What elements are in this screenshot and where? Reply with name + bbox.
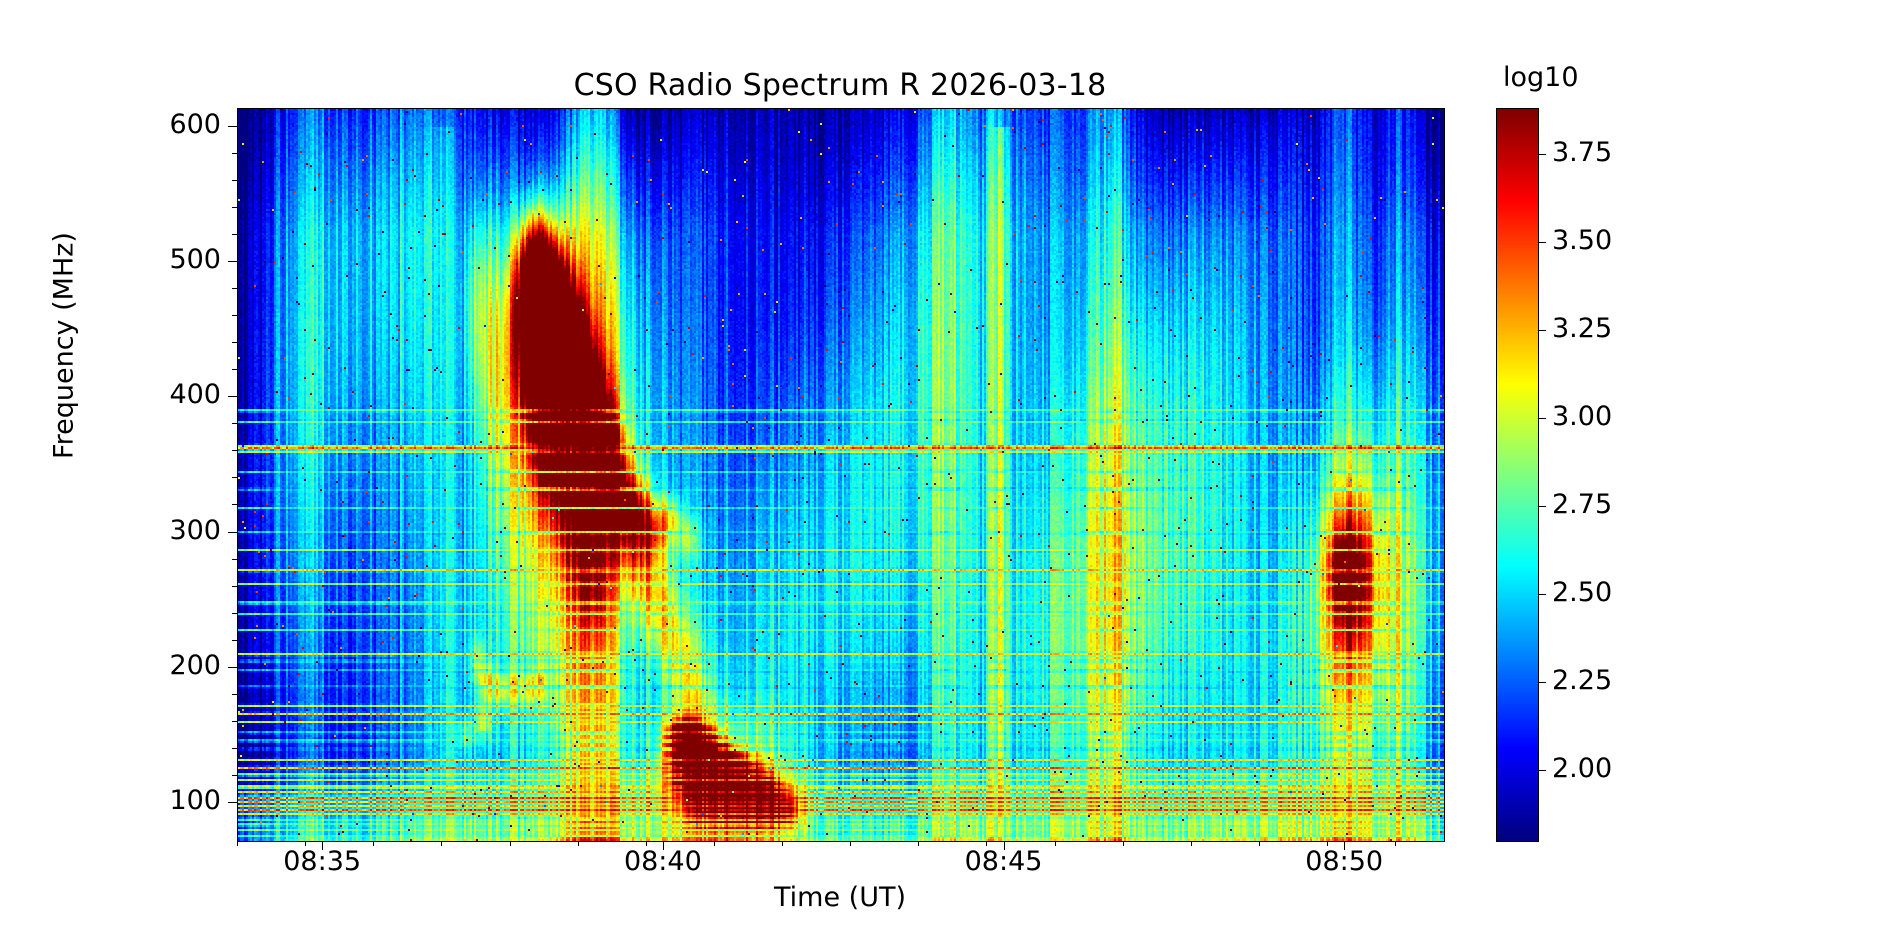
x-tick-mark-minor bbox=[1395, 841, 1397, 846]
y-tick-mark-minor bbox=[232, 179, 237, 181]
x-tick-mark-minor bbox=[1190, 841, 1192, 846]
y-tick-mark bbox=[228, 666, 237, 668]
x-tick-mark-minor bbox=[782, 841, 784, 846]
x-tick-mark bbox=[322, 841, 324, 850]
colorbar-gradient bbox=[1497, 109, 1538, 841]
colorbar-tick-mark bbox=[1538, 329, 1546, 331]
colorbar-tick-mark bbox=[1538, 681, 1546, 683]
x-tick-label: 08:50 bbox=[1305, 846, 1384, 877]
x-tick-label: 08:35 bbox=[283, 846, 362, 877]
page-title: CSO Radio Spectrum R 2026-03-18 bbox=[573, 68, 1107, 103]
y-tick-mark-minor bbox=[232, 233, 237, 235]
x-tick-mark-minor bbox=[509, 841, 511, 846]
colorbar-tick-label: 3.50 bbox=[1552, 224, 1613, 256]
y-tick-mark-minor bbox=[232, 287, 237, 289]
x-tick-mark bbox=[1344, 841, 1346, 850]
y-tick-mark-minor bbox=[232, 450, 237, 452]
x-tick-mark-minor bbox=[850, 841, 852, 846]
y-tick-mark-minor bbox=[232, 558, 237, 560]
y-tick-mark bbox=[228, 260, 237, 262]
colorbar-tick-label: 2.00 bbox=[1552, 752, 1613, 784]
y-tick-mark bbox=[228, 396, 237, 398]
x-tick-mark-minor bbox=[918, 841, 920, 846]
y-tick-mark-minor bbox=[232, 477, 237, 479]
x-tick-mark bbox=[662, 841, 664, 850]
x-tick-mark-minor bbox=[441, 841, 443, 846]
colorbar-tick-mark bbox=[1538, 593, 1546, 595]
y-tick-mark-minor bbox=[232, 206, 237, 208]
y-tick-mark-minor bbox=[232, 152, 237, 154]
colorbar-title: log10 bbox=[1503, 62, 1579, 93]
y-tick-label: 300 bbox=[169, 514, 221, 546]
y-tick-mark-minor bbox=[232, 369, 237, 371]
y-tick-label: 600 bbox=[169, 108, 221, 140]
x-tick-mark-minor bbox=[986, 841, 988, 846]
x-tick-mark-minor bbox=[237, 841, 238, 846]
x-tick-mark-minor bbox=[1259, 841, 1261, 846]
y-tick-mark-minor bbox=[232, 775, 237, 777]
x-tick-mark-minor bbox=[1327, 841, 1329, 846]
spectrogram-image bbox=[238, 109, 1444, 841]
y-tick-mark-minor bbox=[232, 720, 237, 722]
colorbar-tick-mark bbox=[1538, 505, 1546, 507]
y-tick-mark-minor bbox=[232, 612, 237, 614]
colorbar-tick-label: 2.50 bbox=[1552, 576, 1613, 608]
y-tick-label: 200 bbox=[169, 649, 221, 681]
colorbar-tick-label: 3.00 bbox=[1552, 400, 1613, 432]
x-tick-mark-minor bbox=[1122, 841, 1124, 846]
y-tick-mark-minor bbox=[232, 315, 237, 317]
colorbar-tick-mark bbox=[1538, 153, 1546, 155]
colorbar-tick-mark bbox=[1538, 241, 1546, 243]
y-tick-mark-minor bbox=[232, 423, 237, 425]
spectrogram-axes bbox=[237, 108, 1445, 842]
y-tick-label: 400 bbox=[169, 379, 221, 411]
colorbar-tick-label: 3.75 bbox=[1552, 136, 1613, 168]
colorbar-tick-mark bbox=[1538, 417, 1546, 419]
x-tick-mark-minor bbox=[1054, 841, 1056, 846]
y-tick-mark-minor bbox=[232, 342, 237, 344]
x-tick-mark-minor bbox=[645, 841, 647, 846]
x-tick-mark bbox=[1003, 841, 1005, 850]
colorbar bbox=[1496, 108, 1539, 842]
x-axis-label: Time (UT) bbox=[774, 882, 906, 913]
y-tick-mark-minor bbox=[232, 639, 237, 641]
colorbar-tick-label: 2.25 bbox=[1552, 664, 1613, 696]
colorbar-tick-mark bbox=[1538, 769, 1546, 771]
y-tick-mark-minor bbox=[232, 747, 237, 749]
y-tick-mark-minor bbox=[232, 585, 237, 587]
y-tick-mark bbox=[228, 531, 237, 533]
y-axis-label: Frequency (MHz) bbox=[48, 232, 80, 459]
x-tick-mark-minor bbox=[577, 841, 579, 846]
colorbar-tick-label: 3.25 bbox=[1552, 312, 1613, 344]
x-tick-mark-minor bbox=[713, 841, 715, 846]
y-tick-mark-minor bbox=[232, 693, 237, 695]
y-tick-mark bbox=[228, 125, 237, 127]
x-tick-label: 08:45 bbox=[964, 846, 1043, 877]
y-tick-mark-minor bbox=[232, 504, 237, 506]
y-tick-label: 500 bbox=[169, 243, 221, 275]
x-tick-mark-minor bbox=[305, 841, 307, 846]
colorbar-tick-label: 2.75 bbox=[1552, 488, 1613, 520]
y-tick-label: 100 bbox=[169, 785, 221, 817]
x-tick-label: 08:40 bbox=[623, 846, 702, 877]
y-tick-mark bbox=[228, 802, 237, 804]
x-tick-mark-minor bbox=[373, 841, 375, 846]
